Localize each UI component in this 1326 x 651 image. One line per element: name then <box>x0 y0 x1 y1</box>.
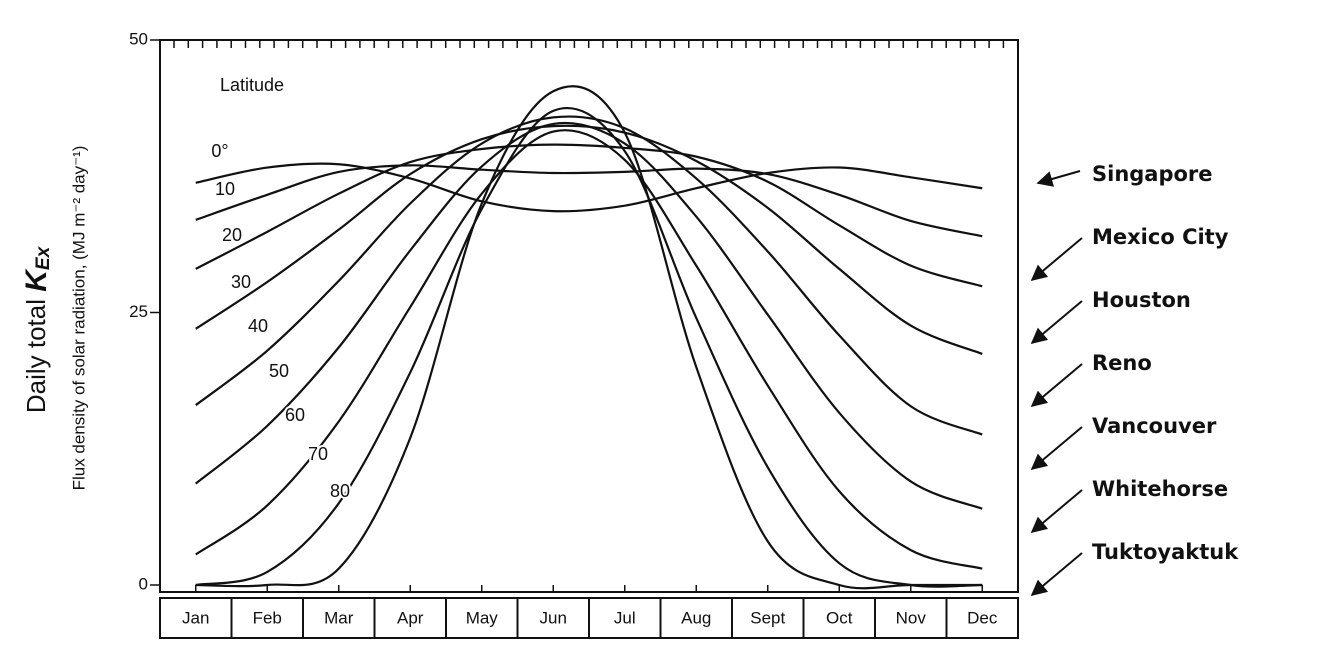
y-tick-label: 0 <box>139 574 148 593</box>
city-label: Whitehorse <box>1092 477 1228 501</box>
arrow <box>1030 552 1083 597</box>
x-tick-label: Mar <box>324 608 354 627</box>
x-tick-label: Oct <box>826 608 853 627</box>
y-label-main: Daily total <box>21 299 51 413</box>
line-label: 0° <box>211 141 228 161</box>
series-line <box>195 143 983 288</box>
y-axis-subtitle: Flux density of solar radiation, (MJ m⁻²… <box>69 146 88 491</box>
x-tick-label: Nov <box>896 608 927 627</box>
y-label-subscript: Ex <box>33 245 54 270</box>
y-axis-title: Daily total KEx <box>20 245 54 413</box>
city-label: Singapore <box>1092 162 1213 186</box>
x-tick-label: Jan <box>182 608 209 627</box>
line-label: 10 <box>215 179 235 199</box>
line-label: 50 <box>269 361 289 381</box>
month-box <box>945 597 1019 639</box>
city-label: Vancouver <box>1092 414 1217 438</box>
x-tick-label: Dec <box>967 608 998 627</box>
series-line <box>195 121 983 510</box>
x-tick-label: Aug <box>681 608 711 627</box>
line-label: 60 <box>285 405 305 425</box>
city-label: Mexico City <box>1092 225 1229 249</box>
series-line <box>195 164 983 238</box>
x-tick-label: Apr <box>397 608 424 627</box>
x-tick-label: Jul <box>614 608 636 627</box>
arrow <box>1030 237 1083 282</box>
x-tick-label: Sept <box>750 608 785 627</box>
city-label: Reno <box>1092 351 1152 375</box>
x-tick-label: May <box>466 608 499 627</box>
series-line <box>195 129 983 570</box>
line-label: 40 <box>248 316 268 336</box>
series-line <box>195 162 983 213</box>
y-tick-label: 25 <box>129 302 148 321</box>
series-line <box>195 85 983 590</box>
line-label: 80 <box>330 481 350 501</box>
arrow <box>1036 170 1081 187</box>
line-label: 70 <box>308 444 328 464</box>
x-tick-label: Feb <box>253 608 282 627</box>
line-label: 30 <box>231 272 251 292</box>
city-label: Tuktoyaktuk <box>1092 540 1239 564</box>
annotation-title: Latitude <box>220 75 284 95</box>
arrow <box>1030 489 1083 534</box>
plot-frame <box>159 39 1019 593</box>
x-tick-label: Jun <box>540 608 567 627</box>
y-tick-label: 50 <box>129 29 148 48</box>
arrow <box>1030 426 1083 471</box>
arrow <box>1030 363 1083 408</box>
city-label: Houston <box>1092 288 1191 312</box>
arrow <box>1030 300 1083 345</box>
y-label-symbol: K <box>20 268 53 292</box>
series-line <box>195 106 983 588</box>
line-label: 20 <box>222 225 242 245</box>
